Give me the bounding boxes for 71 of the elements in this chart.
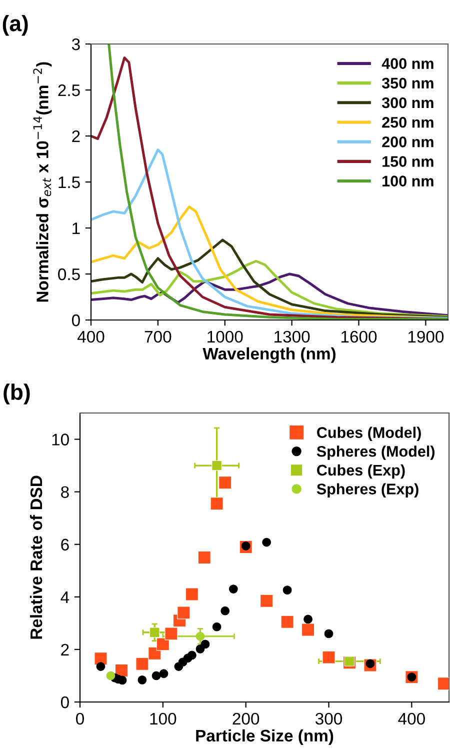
- y-tick-label: 8: [61, 486, 69, 498]
- point: [198, 550, 211, 564]
- point: [212, 622, 222, 632]
- y-tick-label: 0: [72, 314, 80, 326]
- y-axis-title: Relative Rate of DSD: [30, 476, 42, 639]
- y-tick-label: 2: [61, 644, 69, 656]
- point: [200, 640, 210, 649]
- point: [218, 476, 232, 490]
- point: [96, 662, 106, 671]
- y-tick-label: 0.5: [58, 268, 80, 280]
- point: [164, 627, 178, 640]
- y-axis-title: Normalized σ$_{ext}$ x 10$^{−14}$(nm$^{−2}$): [33, 62, 52, 302]
- x-tick-label: 400: [398, 712, 425, 725]
- point: [280, 615, 294, 628]
- point: [196, 632, 205, 641]
- point: [262, 538, 272, 547]
- x-tick-label: 100: [150, 712, 176, 725]
- legend-label: Spheres (Exp): [316, 483, 418, 498]
- point: [106, 671, 116, 680]
- point: [302, 623, 315, 636]
- point: [185, 588, 198, 601]
- point: [437, 677, 449, 690]
- point: [260, 594, 274, 608]
- y-tick-label: 10: [52, 434, 69, 446]
- x-tick-label: 1000: [208, 330, 243, 343]
- point: [156, 638, 170, 651]
- x-tick-label: 400: [77, 330, 104, 343]
- legend-label: 300 nm: [382, 97, 434, 108]
- x-tick-label: 1600: [341, 330, 377, 343]
- point: [212, 460, 222, 471]
- point: [220, 606, 230, 616]
- point: [188, 650, 196, 660]
- legend-label: 100 nm: [382, 176, 434, 187]
- y-tick-label: 6: [61, 538, 69, 551]
- legend-label: 350 nm: [382, 78, 434, 89]
- x-tick-label: 1300: [274, 330, 310, 343]
- y-tick-label: 3: [72, 38, 80, 50]
- point: [210, 497, 224, 510]
- y-tick-label: 2: [72, 130, 80, 142]
- point: [159, 669, 168, 678]
- x-tick-label: 1900: [408, 330, 444, 343]
- point: [136, 657, 149, 670]
- x-tick-label: 700: [144, 330, 172, 343]
- x-tick-label: 300: [315, 712, 342, 725]
- legend-label: 400 nm: [382, 58, 434, 69]
- point: [282, 586, 292, 595]
- legend-label: 250 nm: [382, 116, 434, 128]
- legend-label: Cubes (Model): [317, 426, 421, 441]
- point: [228, 584, 238, 594]
- legend-label: 150 nm: [382, 156, 434, 167]
- point: [304, 614, 312, 624]
- point: [149, 627, 160, 638]
- y-tick-label: 4: [60, 591, 70, 603]
- x-axis-title: Particle Size (nm): [196, 729, 334, 745]
- legend-label: Cubes (Exp): [317, 464, 405, 479]
- y-tick-label: 1: [72, 222, 80, 234]
- x-axis-title: Wavelength (nm): [202, 347, 336, 363]
- chart-title: (a): [2, 15, 28, 36]
- point: [324, 629, 334, 638]
- y-tick-label: 0: [60, 696, 69, 708]
- y-tick-label: 2.5: [58, 84, 80, 96]
- point: [344, 656, 355, 666]
- point: [177, 606, 190, 620]
- legend-label: 200 nm: [382, 136, 434, 148]
- point: [152, 671, 161, 680]
- y-tick-label: 1.5: [58, 176, 80, 188]
- point: [322, 650, 336, 664]
- chart-title: (b): [4, 384, 30, 404]
- legend-label: Spheres (Model): [316, 446, 434, 460]
- x-tick-label: 200: [232, 712, 260, 725]
- point: [138, 675, 147, 684]
